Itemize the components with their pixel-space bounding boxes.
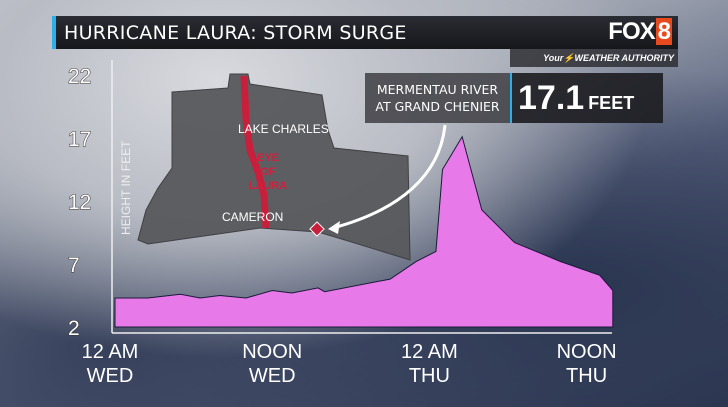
gauge-marker-icon [309, 221, 325, 237]
tagline-your: Your [543, 53, 564, 63]
lightning-icon: ⚡ [563, 53, 575, 63]
y-axis-label: HEIGHT IN FEET [119, 140, 133, 235]
map-inset: LAKE CHARLES EYE OF LAURA CAMERON [137, 73, 411, 261]
callout-location-2: AT GRAND CHENIER [375, 99, 500, 114]
eye-label-2: OF [260, 166, 276, 178]
title-bar: HURRICANE LAURA: STORM SURGE FOX 8 [52, 16, 678, 49]
arrow-head-icon [328, 221, 340, 234]
map-parish [137, 73, 411, 261]
x-tick: 12 AM [82, 341, 139, 363]
y-tick: 17 [68, 128, 91, 151]
map-label-cameron: CAMERON [222, 210, 283, 224]
fox8-logo: FOX 8 [608, 18, 672, 45]
x-tick: WED [87, 365, 134, 387]
eye-label-3: LAURA [249, 180, 288, 192]
x-tick: THU [409, 365, 450, 387]
peak-value: 17.1 [518, 79, 585, 117]
x-tick: THU [566, 365, 607, 387]
chart-title: HURRICANE LAURA: STORM SURGE [64, 21, 407, 44]
eye-label-1: EYE [257, 152, 279, 164]
y-tick: 22 [68, 65, 91, 88]
storm-track [240, 75, 270, 229]
x-tick: NOON [557, 341, 617, 363]
y-tick: 12 [68, 191, 91, 214]
y-tick: 7 [68, 254, 80, 277]
callout-location-1: MERMENTAU RIVER [376, 82, 499, 97]
x-tick: 12 AM [401, 341, 458, 363]
surge-area [114, 135, 614, 328]
y-tick: 2 [68, 317, 80, 340]
x-tick: NOON [242, 341, 302, 363]
peak-callout: MERMENTAU RIVER AT GRAND CHENIER 17.1 FEET [365, 73, 663, 123]
tagline: Your⚡WEATHER AUTHORITY [510, 49, 678, 67]
peak-unit: FEET [588, 93, 635, 113]
x-tick: WED [249, 365, 296, 387]
map-label-lake-charles: LAKE CHARLES [238, 122, 329, 136]
callout-arrow [332, 124, 447, 230]
tagline-rest: WEATHER AUTHORITY [574, 53, 675, 63]
